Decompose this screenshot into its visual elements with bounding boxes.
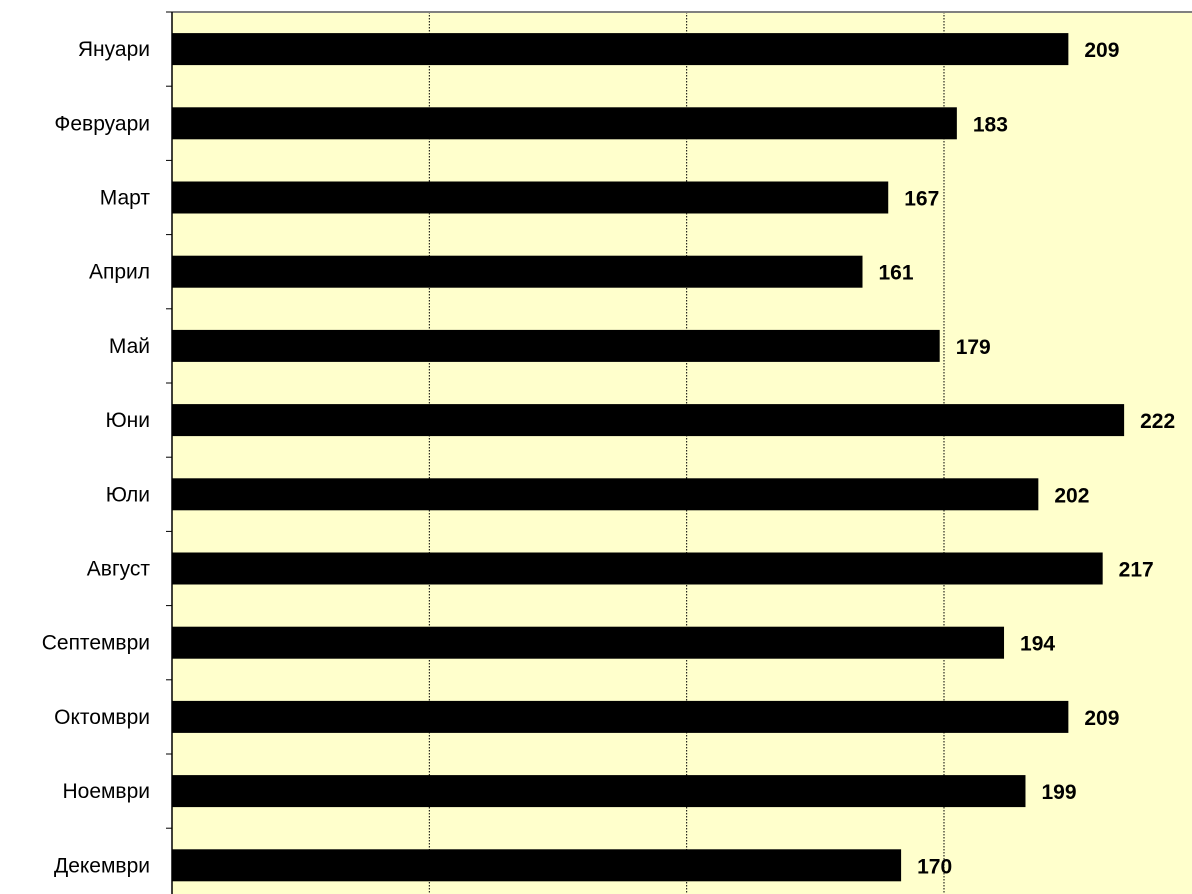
- category-axis-ticks: [166, 11, 172, 829]
- category-label: Февруари: [54, 112, 150, 135]
- category-label: Юли: [106, 483, 150, 506]
- bar-7: [172, 552, 1103, 585]
- bars: [172, 33, 1125, 882]
- bar-6: [172, 478, 1039, 511]
- bar-11: [172, 849, 902, 882]
- value-label: 209: [1084, 39, 1119, 62]
- bar-8: [172, 626, 1005, 659]
- category-label: Август: [87, 558, 151, 581]
- bar-1: [172, 107, 957, 140]
- bar-5: [172, 404, 1125, 437]
- category-label: Октомври: [54, 706, 150, 729]
- category-label: Януари: [78, 38, 150, 61]
- plot-area: [172, 12, 1192, 894]
- value-label: 217: [1119, 559, 1154, 582]
- category-label: Март: [100, 187, 151, 210]
- value-label: 183: [973, 113, 1008, 136]
- category-label: Май: [109, 335, 150, 358]
- value-label: 222: [1140, 410, 1175, 433]
- bar-0: [172, 33, 1069, 66]
- value-label: 170: [917, 855, 952, 878]
- category-label: Ноември: [62, 780, 150, 803]
- bar-4: [172, 329, 940, 362]
- bar-2: [172, 181, 889, 214]
- value-label: 194: [1020, 633, 1055, 656]
- category-labels: Януари Февруари Март Април Май Юни Юли Август Се…: [42, 38, 151, 877]
- value-label: 167: [904, 188, 939, 211]
- value-label: 179: [956, 336, 991, 359]
- value-label: 202: [1054, 484, 1089, 507]
- category-label: Април: [89, 261, 150, 284]
- value-labels: 209 183 167 161 179 222 202 217 194 209 199 170: [879, 39, 1176, 878]
- category-label: Юни: [105, 409, 150, 432]
- gridlines: [428, 12, 945, 894]
- category-label: Декември: [54, 854, 150, 877]
- bar-10: [172, 775, 1026, 808]
- value-label: 209: [1084, 707, 1119, 730]
- bar-9: [172, 700, 1069, 733]
- value-label: 199: [1041, 781, 1076, 804]
- bar-3: [172, 255, 863, 288]
- category-label: Септември: [42, 632, 150, 655]
- value-label: 161: [879, 262, 914, 285]
